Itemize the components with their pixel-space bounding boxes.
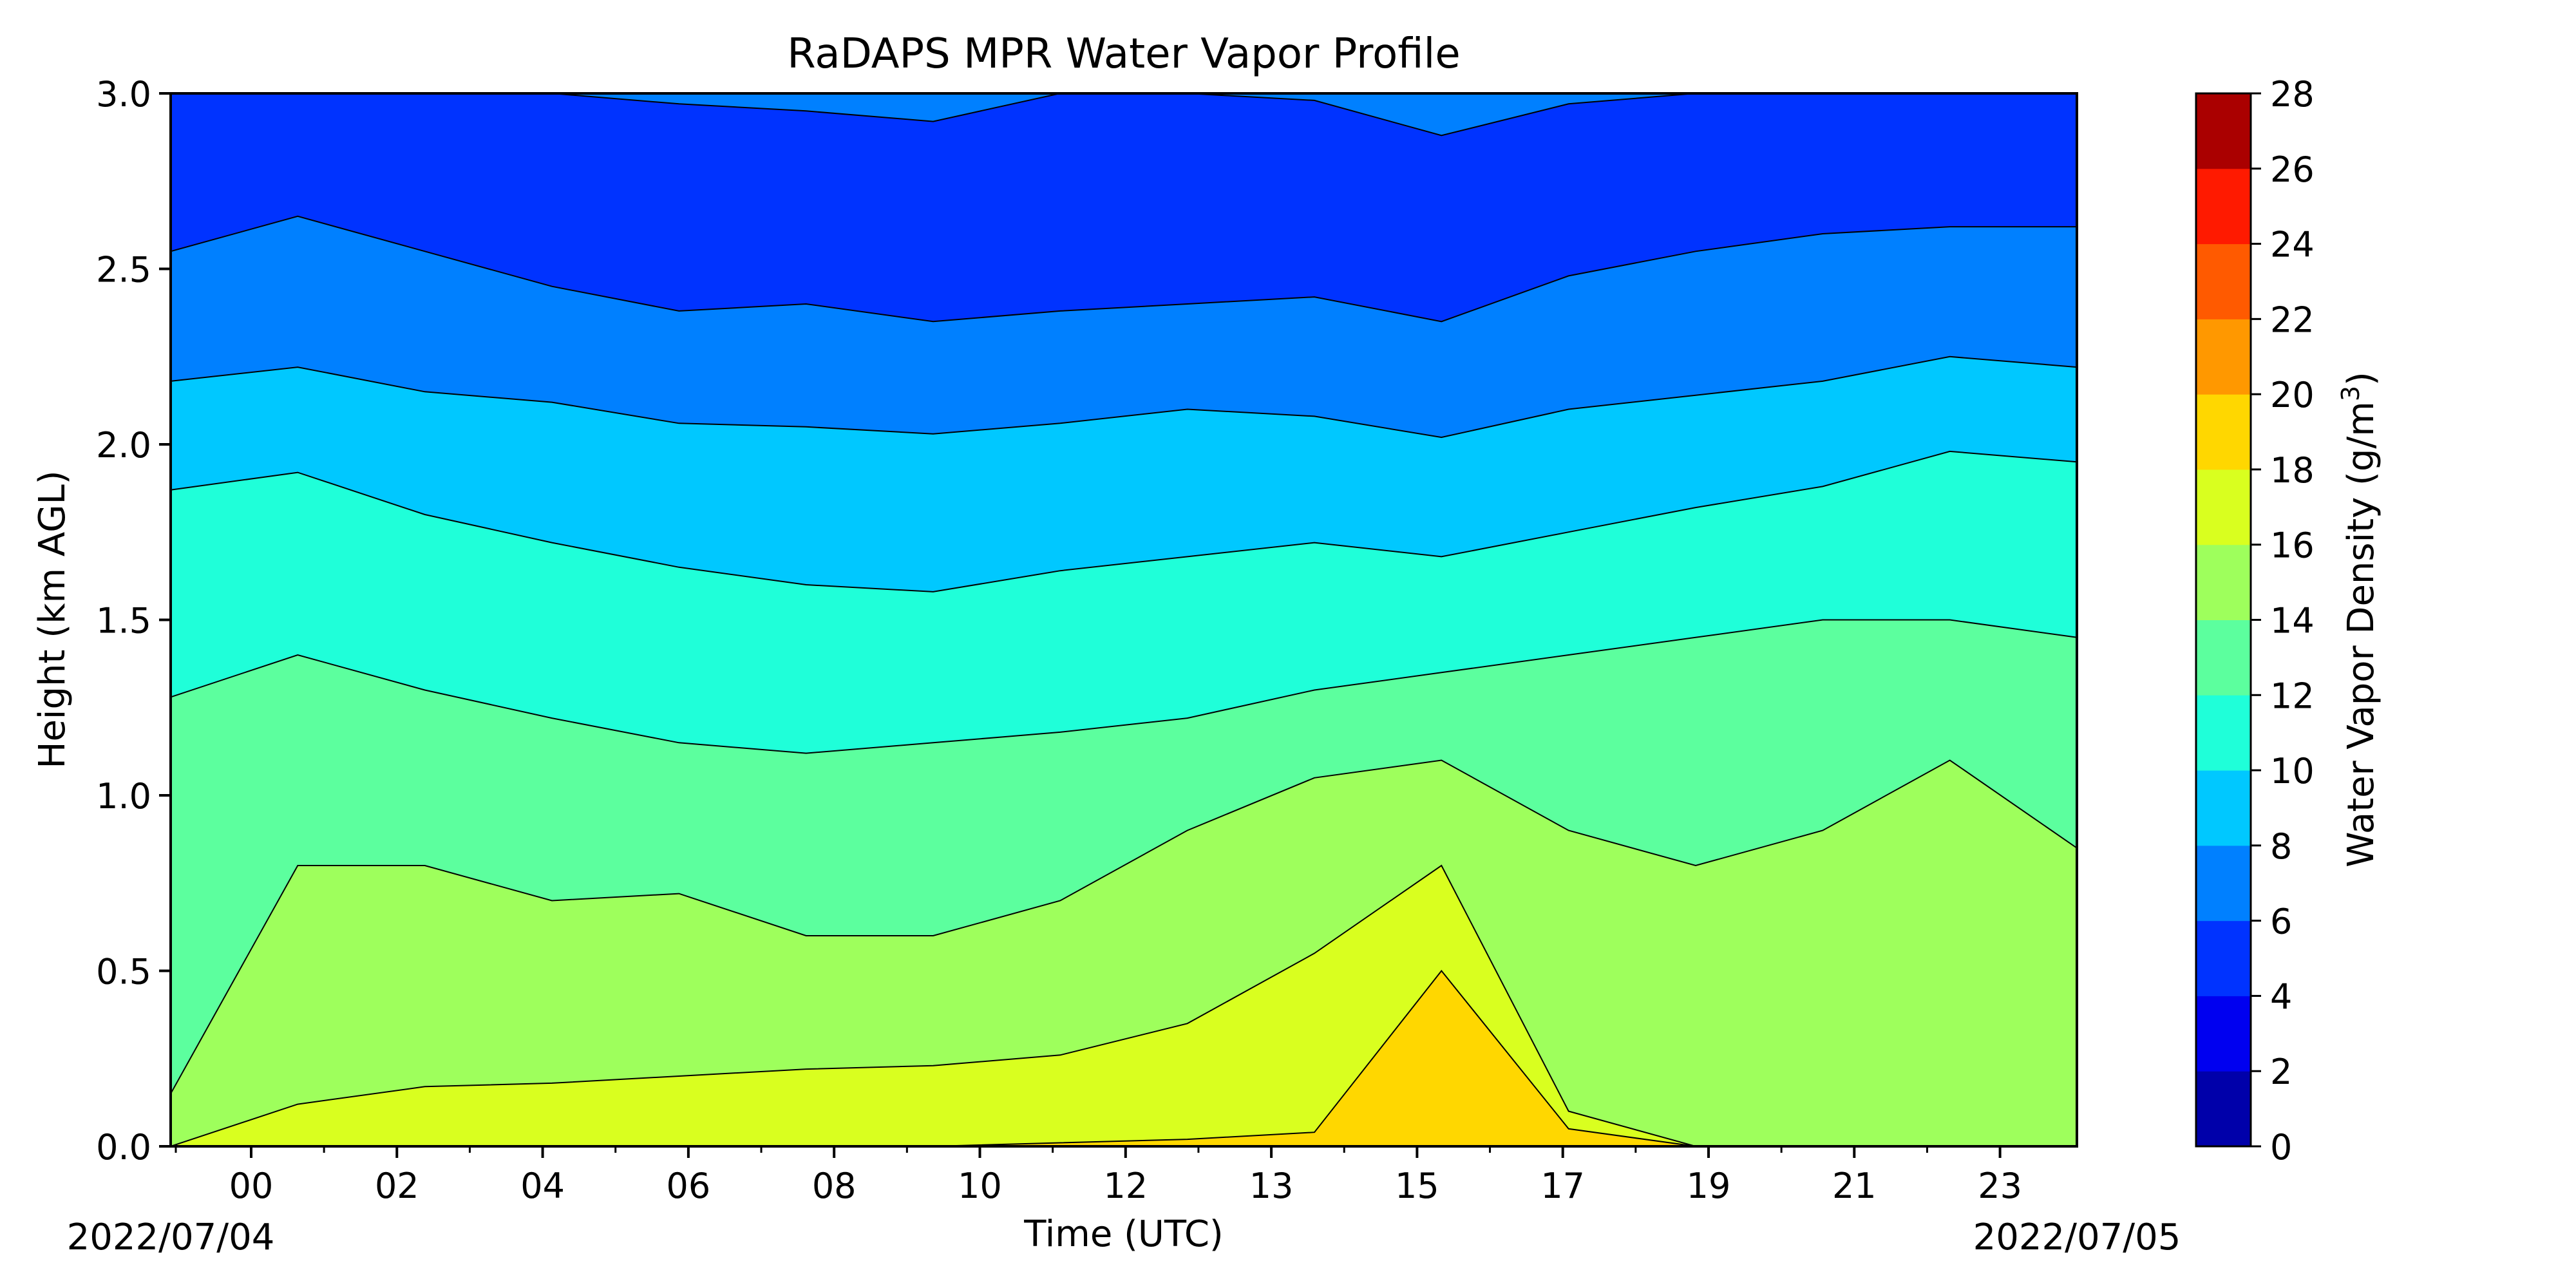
y-axis-label: Height (km AGL) xyxy=(32,470,73,768)
x-tick-label: 02 xyxy=(375,1166,419,1206)
colorbar-tick-label: 20 xyxy=(2270,375,2315,415)
colorbar-tick-label: 18 xyxy=(2270,450,2315,491)
colorbar-swatch xyxy=(2196,1071,2251,1147)
contour-line-14 xyxy=(170,619,2078,754)
y-tick-label: 0.5 xyxy=(96,952,151,992)
y-tick-label: 1.0 xyxy=(96,776,151,817)
x-tick-label: 23 xyxy=(1978,1166,2022,1206)
contour-band-16 xyxy=(171,866,2077,1146)
start-date-label: 2022/07/04 xyxy=(67,1217,275,1258)
x-tick-label: 12 xyxy=(1103,1166,1148,1206)
colorbar-swatch xyxy=(2196,695,2251,771)
colorbar-swatch xyxy=(2196,93,2251,169)
x-tick-label: 17 xyxy=(1540,1166,1585,1206)
colorbar-label-superscript: 3 xyxy=(2336,386,2365,401)
colorbar-tick-label: 6 xyxy=(2270,902,2292,942)
colorbar-swatch xyxy=(2196,544,2251,620)
y-tick-label: 2.5 xyxy=(96,250,151,290)
colorbar-swatch xyxy=(2196,620,2251,696)
x-tick-label: 13 xyxy=(1249,1166,1294,1206)
contour-line-16 xyxy=(170,759,2078,1094)
y-tick-label: 0.0 xyxy=(96,1127,151,1168)
colorbar-tick-label: 0 xyxy=(2270,1127,2292,1168)
contour-line-10 xyxy=(170,355,2078,439)
contour-line-12 xyxy=(170,450,2078,592)
colorbar-swatch xyxy=(2196,168,2251,245)
colorbar-tick-label: 16 xyxy=(2270,526,2315,566)
contour-bands xyxy=(171,93,2077,1146)
colorbar-swatch xyxy=(2196,319,2251,395)
colorbar-swatch xyxy=(2196,920,2251,996)
x-tick-label: 19 xyxy=(1687,1166,1731,1206)
x-tick-label: 10 xyxy=(958,1166,1002,1206)
x-axis: 00 02 04 06 08 10 12 13 15 17 19 21 23 xyxy=(175,1146,2022,1206)
colorbar-tick-label: 26 xyxy=(2270,149,2315,190)
colorbar-tick-label: 22 xyxy=(2270,299,2315,340)
colorbar-label-close: ) xyxy=(2340,372,2382,386)
end-date-label: 2022/07/05 xyxy=(1973,1217,2181,1258)
x-tick-label: 08 xyxy=(812,1166,857,1206)
contour-band-14 xyxy=(171,760,2077,1146)
x-tick-label: 15 xyxy=(1395,1166,1439,1206)
colorbar-tick-label: 14 xyxy=(2270,601,2315,641)
colorbar-label: Water Vapor Density (g/m3) xyxy=(2336,372,2382,867)
colorbar-tick-label: 2 xyxy=(2270,1052,2292,1092)
y-tick-label: 1.5 xyxy=(96,601,151,641)
colorbar-swatch xyxy=(2196,469,2251,545)
contour-plot-area xyxy=(169,92,2078,1148)
x-tick-label: 04 xyxy=(520,1166,565,1206)
colorbar-tick-label: 24 xyxy=(2270,225,2315,265)
y-tick-label: 3.0 xyxy=(96,74,151,115)
colorbar-label-text: Water Vapor Density (g/m xyxy=(2340,401,2382,867)
colorbar-tick-label: 12 xyxy=(2270,676,2315,716)
colorbar-tick-label: 8 xyxy=(2270,826,2292,867)
colorbar-tick-label: 28 xyxy=(2270,74,2315,115)
colorbar-tick-label: 10 xyxy=(2270,751,2315,791)
colorbar-swatch xyxy=(2196,996,2251,1072)
colorbar-swatch xyxy=(2196,845,2251,922)
contour-line-8 xyxy=(170,215,2077,323)
x-tick-label: 06 xyxy=(667,1166,711,1206)
colorbar-swatch xyxy=(2196,243,2251,319)
y-axis: 0.0 0.5 1.0 1.5 2.0 2.5 3.0 xyxy=(96,74,171,1168)
x-tick-label: 00 xyxy=(229,1166,274,1206)
colorbar-swatch xyxy=(2196,394,2251,470)
colorbar-swatch xyxy=(2196,770,2251,846)
x-tick-label: 21 xyxy=(1832,1166,1877,1206)
chart-title: RaDAPS MPR Water Vapor Profile xyxy=(787,30,1460,78)
y-tick-label: 2.0 xyxy=(96,425,151,466)
x-axis-label: Time (UTC) xyxy=(1023,1213,1224,1255)
colorbar-tick-label: 4 xyxy=(2270,976,2292,1017)
